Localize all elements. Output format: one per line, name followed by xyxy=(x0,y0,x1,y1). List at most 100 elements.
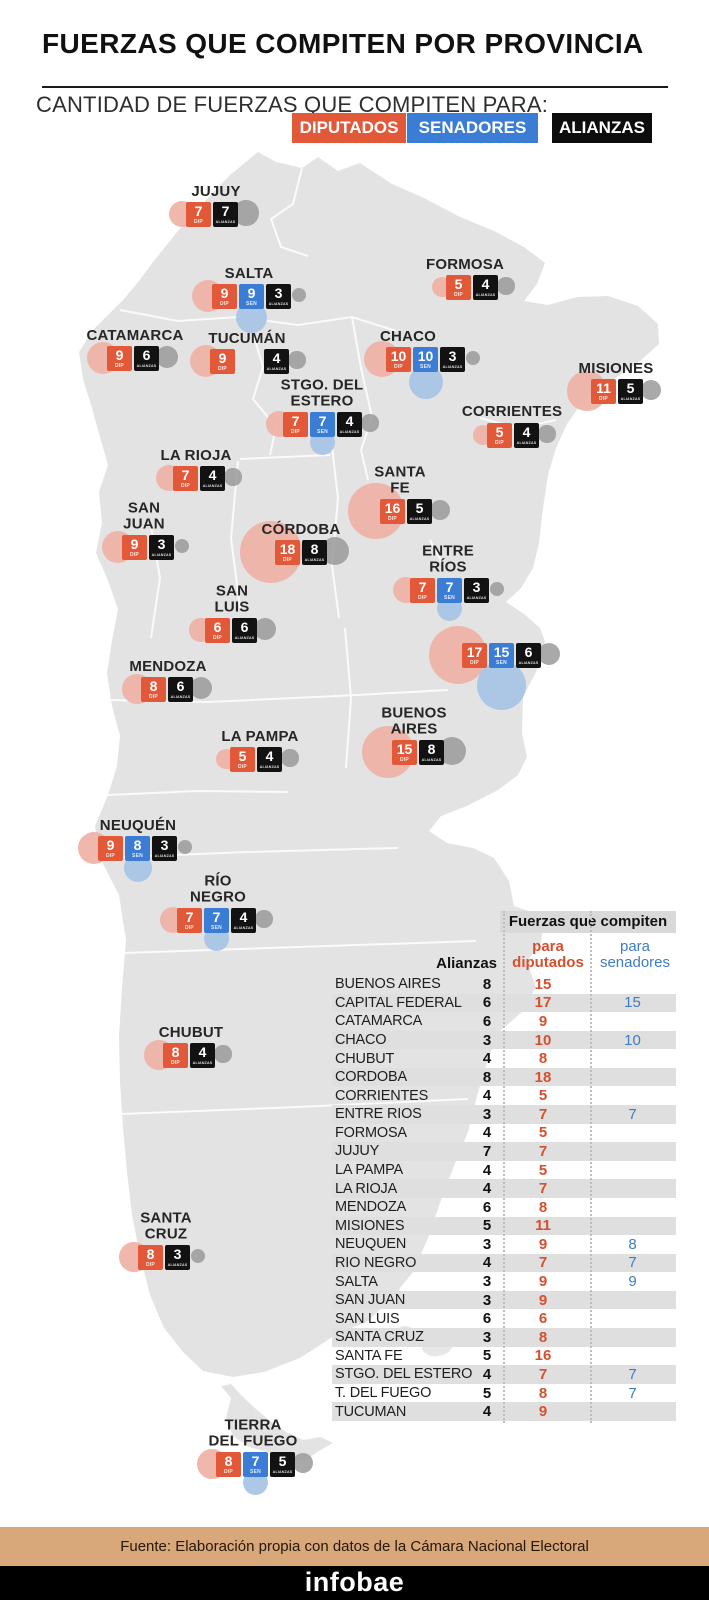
badge-value: 9 xyxy=(106,837,115,853)
diputados-badge: 9 DIP xyxy=(212,284,237,309)
province-label: CÓRDOBA xyxy=(261,520,341,538)
badge-value: 4 xyxy=(239,909,248,925)
legend-senadores: SENADORES xyxy=(407,113,538,143)
infobae-logo: infobae xyxy=(0,1566,709,1600)
alianzas-badge: 5 ALIANZAS xyxy=(407,499,432,524)
badge-value: 5 xyxy=(415,500,424,516)
badge-value: 4 xyxy=(265,748,274,764)
row-alianzas-value: 4 xyxy=(482,1087,492,1105)
badge-value: 8 xyxy=(146,1246,155,1262)
province-label: BUENOS AIRES xyxy=(381,704,447,738)
badge-label: ALIANZAS xyxy=(233,925,254,930)
alianzas-badge: 4 ALIANZAS xyxy=(337,412,362,437)
diputados-badge: 9 DIP xyxy=(122,535,147,560)
province-label: NEUQUÉN xyxy=(99,816,177,834)
diputados-badge: 7 DIP xyxy=(283,412,308,437)
row-alianzas-value: 4 xyxy=(482,1180,492,1198)
row-province-name: LA PAMPA xyxy=(335,1162,403,1179)
tierra-del-fuego-island xyxy=(221,1384,333,1461)
province-label: CATAMARCA xyxy=(86,326,184,344)
diputados-badge: 5 DIP xyxy=(230,747,255,772)
row-alianzas-value: 3 xyxy=(482,1291,492,1309)
badge-value: 11 xyxy=(596,380,611,396)
badge-label: DIP xyxy=(149,694,158,700)
diputados-badge: 7 DIP xyxy=(173,466,198,491)
senadores-badge: 8 SEN xyxy=(125,836,150,861)
diputados-badge: 7 DIP xyxy=(186,202,211,227)
alianzas-circle xyxy=(155,345,179,369)
row-senadores-value: 10 xyxy=(624,1031,641,1049)
alianzas-circle xyxy=(288,351,306,369)
row-province-name: CORRIENTES xyxy=(335,1087,429,1104)
row-diputados-value: 6 xyxy=(538,1310,548,1328)
row-alianzas-value: 4 xyxy=(482,1050,492,1068)
badge-value: 18 xyxy=(279,541,296,557)
alianzas-badge: 3 ALIANZAS xyxy=(440,347,465,372)
data-table: Fuerzas que compiten Alianzas para diput… xyxy=(332,903,676,1435)
row-diputados-value: 17 xyxy=(534,994,552,1012)
badge-label: ALIANZAS xyxy=(202,483,223,488)
column-divider-dotted xyxy=(503,911,505,1423)
province-label: RÍO NEGRO xyxy=(189,872,247,906)
row-alianzas-value: 5 xyxy=(482,1347,492,1365)
row-diputados-value: 9 xyxy=(538,1012,548,1030)
alianzas-circle xyxy=(281,749,299,767)
badge-label: ALIANZAS xyxy=(518,660,539,665)
province-label: LA PAMPA xyxy=(221,727,299,745)
badge-label: ALIANZAS xyxy=(304,557,325,562)
badge-label: DIP xyxy=(283,557,292,563)
diputados-badge: 8 DIP xyxy=(216,1452,241,1477)
alianzas-badge: 6 ALIANZAS xyxy=(516,643,541,668)
province-label: TUCUMÁN xyxy=(208,329,286,347)
badge-label: DIP xyxy=(394,364,403,370)
row-alianzas-value: 4 xyxy=(482,1161,492,1179)
row-province-name: SANTA CRUZ xyxy=(335,1329,424,1346)
badge-label: ALIANZAS xyxy=(266,366,287,371)
alianzas-circle xyxy=(253,617,277,641)
row-alianzas-value: 6 xyxy=(482,1310,492,1328)
badge-value: 8 xyxy=(171,1044,180,1060)
row-alianzas-value: 8 xyxy=(482,1068,492,1086)
table-row: T. DEL FUEGO 5 8 7 xyxy=(332,1384,676,1403)
badge-label: ALIANZAS xyxy=(167,1262,188,1267)
diputados-badge: 8 DIP xyxy=(138,1245,163,1270)
badge-label: ALIANZAS xyxy=(421,757,442,762)
badge-label: SEN xyxy=(420,364,431,370)
badge-label: ALIANZAS xyxy=(516,440,537,445)
legend-intro: CANTIDAD DE FUERZAS QUE COMPITEN PARA: xyxy=(36,92,549,117)
badge-label: DIP xyxy=(224,1469,233,1475)
diputados-badge: 15 DIP xyxy=(392,740,417,765)
alianzas-badge: 4 ALIANZAS xyxy=(514,423,539,448)
badge-value: 8 xyxy=(149,678,158,694)
badge-label: ALIANZAS xyxy=(215,219,236,224)
badge-value: 7 xyxy=(194,203,203,219)
badge-label: ALIANZAS xyxy=(620,396,641,401)
row-alianzas-value: 3 xyxy=(482,1235,492,1253)
diputados-badge: 6 DIP xyxy=(205,618,230,643)
badge-value: 9 xyxy=(247,285,256,301)
alianzas-badge: 3 ALIANZAS xyxy=(464,578,489,603)
row-province-name: CHACO xyxy=(335,1032,387,1049)
alianzas-badge: 5 ALIANZAS xyxy=(618,379,643,404)
province-label: STGO. DEL ESTERO xyxy=(280,376,364,410)
row-diputados-value: 16 xyxy=(534,1347,552,1365)
badge-label: DIP xyxy=(599,396,608,402)
diputados-badge: 10 DIP xyxy=(386,347,411,372)
row-province-name: CORDOBA xyxy=(335,1069,407,1086)
badge-label: DIP xyxy=(220,301,229,307)
diputados-badge: 17 DIP xyxy=(462,643,487,668)
badge-label: ALIANZAS xyxy=(259,764,280,769)
row-province-name: BUENOS AIRES xyxy=(335,976,441,993)
row-province-name: JUJUY xyxy=(335,1143,380,1160)
badge-label: SEN xyxy=(246,301,257,307)
badge-value: 3 xyxy=(472,579,481,595)
diputados-badge: 9 DIP xyxy=(98,836,123,861)
column-header-alianzas: Alianzas xyxy=(436,955,497,972)
row-province-name: TUCUMAN xyxy=(335,1403,407,1420)
badge-value: 3 xyxy=(173,1246,182,1262)
column-header-diputados: para diputados xyxy=(512,938,584,971)
badge-label: ALIANZAS xyxy=(475,292,496,297)
table-header: Fuerzas que compiten xyxy=(500,911,676,933)
badge-label: DIP xyxy=(388,516,397,522)
badge-value: 6 xyxy=(240,619,249,635)
